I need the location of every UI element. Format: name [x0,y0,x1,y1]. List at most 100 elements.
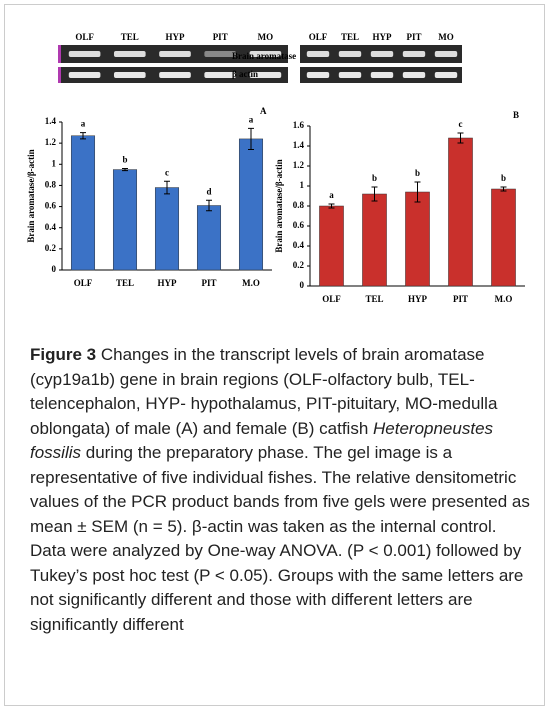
lane-label: PIT [213,32,228,42]
figure: OLF TEL HYP PIT MO OLF TEL HYP PIT MO Brain aromat… [26,32,525,304]
band [204,72,237,78]
caption-text: during the preparatory phase. The gel im… [30,443,530,634]
band [338,51,362,57]
y-tick-label: 0.8 [293,200,305,210]
y-tick-label: 0 [52,264,57,274]
bar [238,138,264,271]
error-bar [414,181,421,203]
y-axis-label: Brain aromatase/β-actin [26,149,36,242]
band [434,72,458,78]
lane-label: HYP [166,32,186,42]
significance-letter: c [459,119,463,129]
error-bar [328,203,335,209]
bar [112,169,138,271]
x-tick-label: TEL [116,278,134,288]
x-tick-label: OLF [74,278,93,288]
y-tick-label: 1.6 [293,120,305,130]
lane-label: HYP [373,32,393,42]
band [159,72,191,78]
gel-edge [58,67,61,83]
bar [154,187,180,271]
y-tick-label: 0.2 [45,243,57,253]
y-tick-label: 0.2 [293,260,305,270]
error-bar [80,132,86,140]
error-bar [500,186,507,192]
bar [448,137,473,287]
lane-label: MO [438,32,454,42]
band [249,72,282,78]
bar [362,193,387,287]
bar [70,135,96,271]
band [338,72,362,78]
x-tick-label: PIT [201,278,216,288]
gel-edge [58,45,61,63]
band [113,51,146,57]
caption: Figure 3 Changes in the transcript level… [30,343,530,637]
y-tick-label: 1 [52,158,57,168]
row-label: β actin [232,69,258,79]
y-tick-label: 1.4 [45,116,57,126]
band [68,72,101,78]
band [68,51,101,57]
lane-label: TEL [341,32,359,42]
panel-label: A [260,106,267,116]
significance-letter: a [81,119,86,129]
lane-label: PIT [406,32,421,42]
y-tick-label: 0 [300,280,305,290]
y-tick-label: 1.2 [45,137,57,147]
error-bar [248,127,254,150]
error-bar [457,132,464,144]
y-tick-label: 1 [300,180,305,190]
band [113,72,146,78]
y-tick-label: 0.8 [45,179,57,189]
error-bar [164,180,170,195]
species: Heteropneustes fossilis [30,418,494,463]
error-bar [371,186,378,202]
bar [319,205,344,287]
significance-letter: b [372,173,377,183]
figure-frame [4,4,545,706]
band [306,72,330,78]
lane-label: OLF [309,32,328,42]
bar [405,191,430,287]
significance-letter: a [249,114,254,124]
band [402,72,426,78]
band [249,51,282,57]
band [402,51,426,57]
x-tick-label: HYP [408,294,428,304]
caption-label: Figure 3 [30,345,97,364]
band [370,51,394,57]
significance-letter: b [415,168,420,178]
significance-letter: b [501,173,506,183]
significance-letter: a [329,190,334,200]
bar [196,205,222,271]
x-tick-label: TEL [365,294,383,304]
significance-letter: b [122,155,127,165]
band [370,72,394,78]
bar [491,188,516,287]
x-tick-label: HYP [158,278,178,288]
band [204,51,237,57]
significance-letter: d [206,186,211,196]
band [434,51,458,57]
y-tick-label: 0.6 [45,201,57,211]
caption-text: Changes in the transcript levels of brai… [30,345,498,438]
y-tick-label: 0.4 [293,240,305,250]
band [159,51,191,57]
significance-letter: c [165,167,169,177]
y-tick-label: 1.4 [293,140,305,150]
row-label: Brain aromatase [232,51,296,61]
x-tick-label: PIT [453,294,468,304]
lane-label: OLF [75,32,94,42]
x-tick-label: M.O [242,278,260,288]
lane-label: TEL [121,32,139,42]
y-tick-label: 1.2 [293,160,305,170]
panel-label: B [513,110,519,120]
lane-label: MO [258,32,274,42]
y-tick-label: 0.6 [293,220,305,230]
y-axis-label: Brain aromatase/β-actin [274,159,284,252]
x-tick-label: OLF [322,294,341,304]
error-bar [206,199,212,212]
error-bar [122,168,128,172]
